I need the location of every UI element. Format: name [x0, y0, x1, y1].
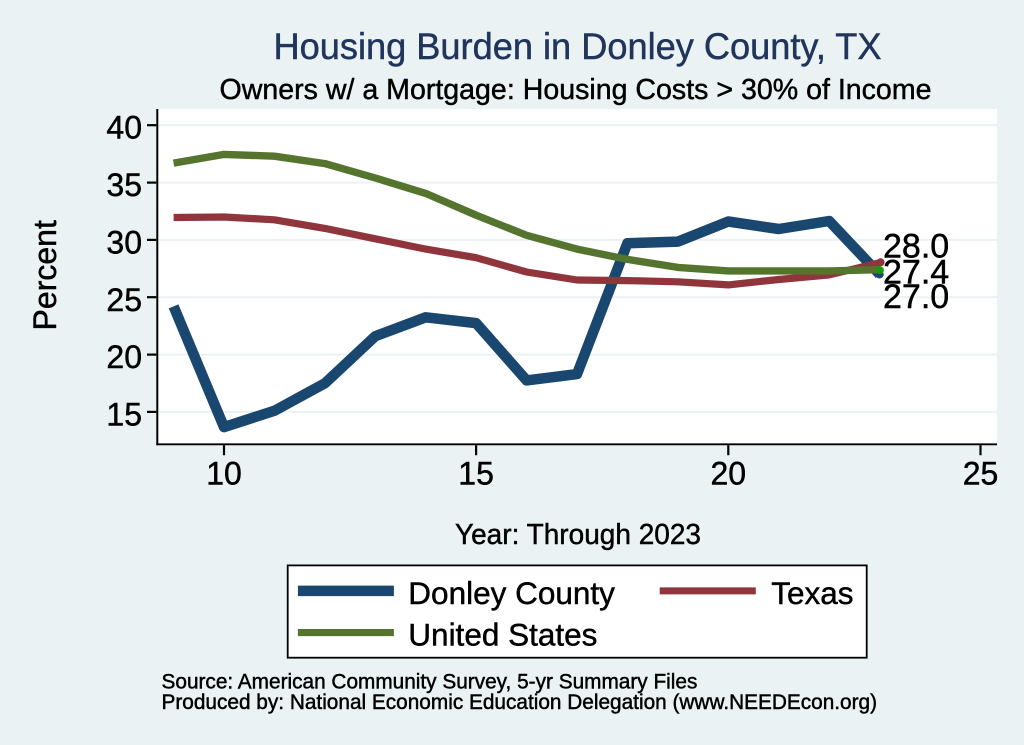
svg-text:20: 20 [106, 339, 142, 375]
svg-text:35: 35 [106, 167, 142, 203]
svg-text:15: 15 [106, 396, 142, 432]
svg-text:10: 10 [206, 456, 242, 492]
svg-text:Donley County: Donley County [408, 575, 615, 611]
svg-text:27.0: 27.0 [883, 278, 949, 316]
svg-text:15: 15 [458, 456, 494, 492]
svg-text:20: 20 [711, 456, 747, 492]
svg-text:27.4: 27.4 [883, 253, 949, 291]
svg-text:Source: American Community Sur: Source: American Community Survey, 5-yr … [162, 670, 698, 693]
svg-text:25: 25 [963, 456, 999, 492]
svg-text:Housing Burden in Donley Count: Housing Burden in Donley County, TX [274, 26, 882, 67]
svg-text:Year: Through 2023: Year: Through 2023 [455, 519, 701, 551]
svg-text:United States: United States [408, 617, 597, 653]
svg-text:Produced by: National Economic: Produced by: National Economic Education… [162, 691, 878, 714]
svg-text:Texas: Texas [771, 575, 853, 611]
svg-text:Percent: Percent [27, 220, 63, 330]
svg-text:25: 25 [106, 282, 142, 318]
svg-text:Owners w/ a Mortgage: Housing: Owners w/ a Mortgage: Housing Costs > 30… [220, 74, 932, 106]
svg-text:28.0: 28.0 [883, 228, 949, 266]
svg-text:30: 30 [106, 224, 142, 260]
svg-text:40: 40 [106, 110, 142, 146]
